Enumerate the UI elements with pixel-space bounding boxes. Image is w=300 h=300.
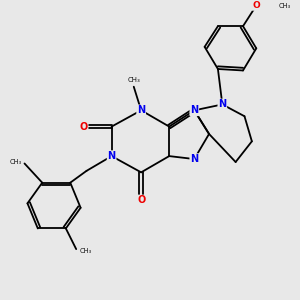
- Text: N: N: [190, 154, 198, 164]
- Text: CH₃: CH₃: [79, 248, 91, 254]
- Text: N: N: [218, 99, 226, 110]
- Text: N: N: [108, 151, 116, 161]
- Text: O: O: [252, 1, 260, 10]
- Text: N: N: [190, 105, 198, 115]
- Text: O: O: [137, 195, 145, 206]
- Text: CH₃: CH₃: [278, 2, 291, 8]
- Text: O: O: [80, 122, 88, 132]
- Text: CH₃: CH₃: [128, 77, 140, 83]
- Text: CH₃: CH₃: [9, 159, 22, 165]
- Text: N: N: [137, 105, 145, 115]
